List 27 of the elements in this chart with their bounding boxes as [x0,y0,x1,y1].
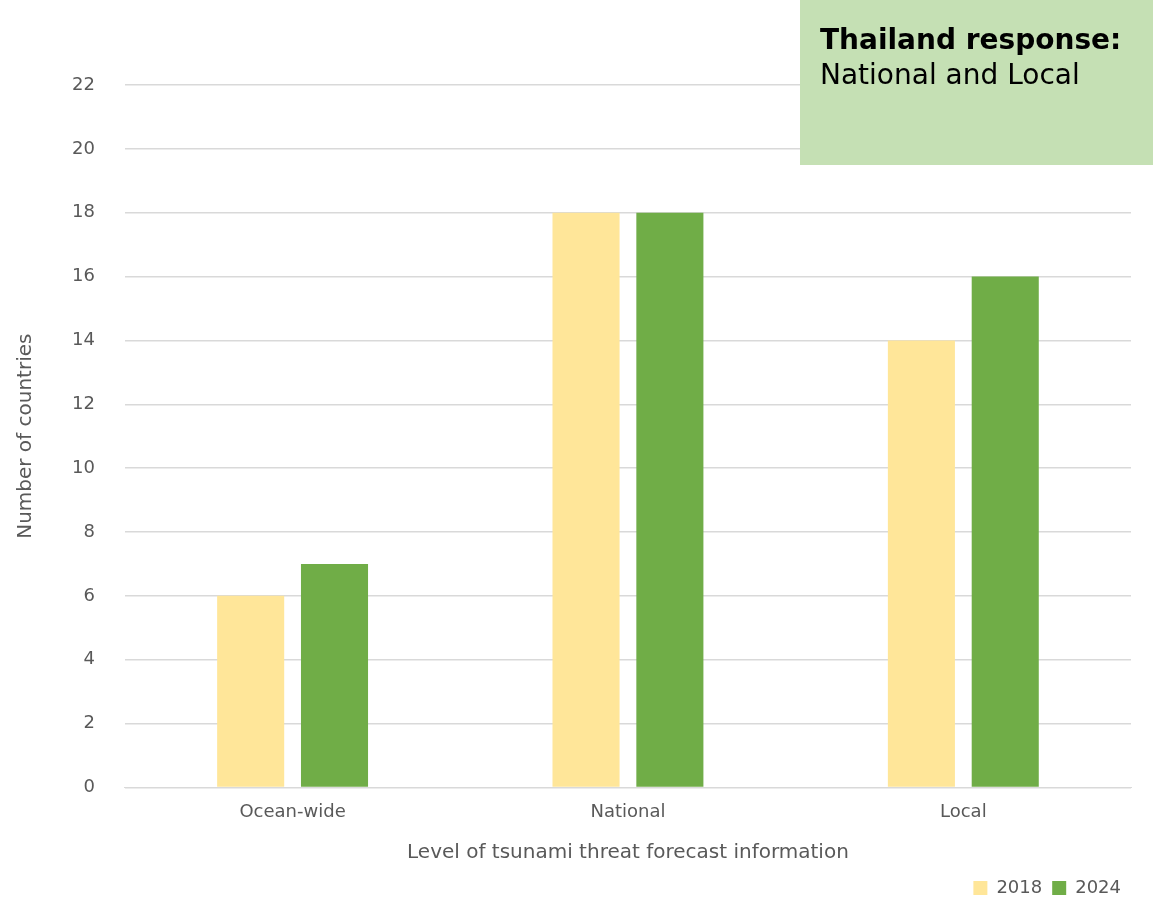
legend-label: 2018 [996,875,1043,897]
y-tick-label: 10 [72,455,95,477]
bar [552,212,620,787]
x-tick-label: National [590,799,666,821]
bar [300,563,369,787]
annotation: National and Local [820,57,1081,92]
x-tick-label: Ocean-wide [239,799,346,821]
y-tick-label: 6 [83,583,95,605]
y-tick-label: 20 [72,136,95,158]
x-tick-label: Local [939,799,987,821]
bar [971,276,1039,787]
y-tick-label: 4 [83,647,95,669]
y-axis-title: Number of countries [12,333,37,539]
y-tick-label: 18 [72,200,95,222]
bar [887,340,955,787]
y-tick-label: 8 [83,519,95,541]
y-tick-label: 2 [83,711,95,733]
callout-box: Thailand response: National and Local [800,0,1153,165]
y-tick-label: 22 [72,72,95,94]
y-tick-label: 14 [72,328,95,350]
y-tick-label: 12 [72,391,95,413]
x-axis-title: Level of tsunami threat forecast information [407,839,849,864]
y-tick-label: 0 [83,775,95,797]
legend-label: 2024 [1075,875,1121,897]
y-tick-label: 16 [72,264,95,286]
bar [636,212,704,787]
bar [217,595,285,787]
